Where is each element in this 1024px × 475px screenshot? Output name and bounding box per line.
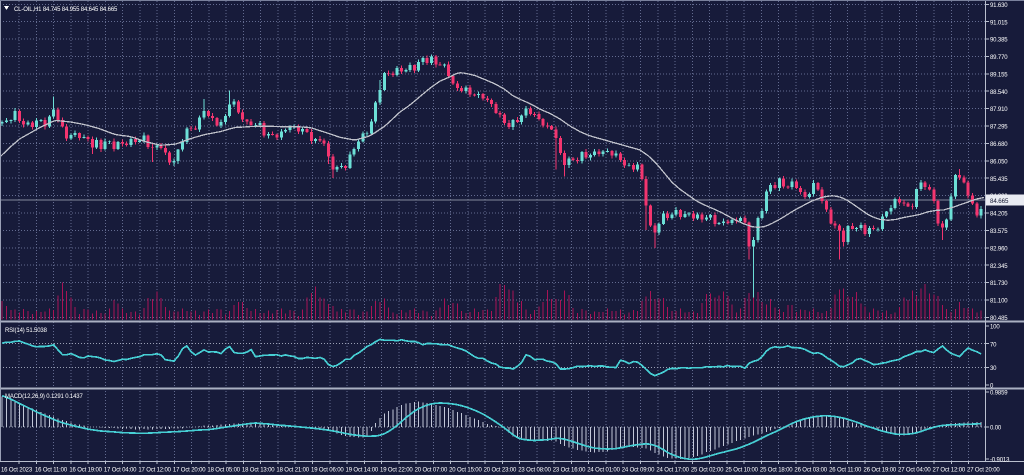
svg-text:18 Oct 05:00: 18 Oct 05:00 — [207, 468, 240, 474]
svg-text:23 Oct 08:00: 23 Oct 08:00 — [518, 468, 551, 474]
svg-text:87.295: 87.295 — [990, 125, 1008, 131]
svg-text:84.205: 84.205 — [990, 212, 1008, 218]
svg-text:90.385: 90.385 — [990, 38, 1008, 44]
svg-text:19 Oct 14:00: 19 Oct 14:00 — [346, 468, 379, 474]
svg-text:24 Oct 01:00: 24 Oct 01:00 — [587, 468, 620, 474]
svg-text:24 Oct 09:00: 24 Oct 09:00 — [622, 468, 655, 474]
svg-text:81.100: 81.100 — [990, 299, 1008, 305]
svg-text:16 Oct 2023: 16 Oct 2023 — [1, 468, 33, 474]
svg-text:70: 70 — [990, 342, 997, 348]
svg-text:16 Oct 11:00: 16 Oct 11:00 — [35, 468, 68, 474]
svg-text:86.680: 86.680 — [990, 142, 1008, 148]
svg-text:19 Oct 22:00: 19 Oct 22:00 — [380, 468, 413, 474]
svg-text:16 Oct 19:00: 16 Oct 19:00 — [69, 468, 102, 474]
svg-text:17 Oct 04:00: 17 Oct 04:00 — [104, 468, 137, 474]
svg-text:MACD(12,26,9) 0.1291 0.1437: MACD(12,26,9) 0.1291 0.1437 — [5, 394, 83, 400]
svg-text:CL-OIL,H1 84.745 84.955 84.645: CL-OIL,H1 84.745 84.955 84.645 84.665 — [14, 7, 118, 13]
svg-text:89.155: 89.155 — [990, 73, 1008, 79]
svg-text:91.015: 91.015 — [990, 20, 1008, 26]
svg-text:20 Oct 23:00: 20 Oct 23:00 — [484, 468, 517, 474]
svg-text:85.435: 85.435 — [990, 177, 1008, 183]
svg-text:27 Oct 12:00: 27 Oct 12:00 — [933, 468, 966, 474]
svg-text:19 Oct 06:00: 19 Oct 06:00 — [311, 468, 344, 474]
svg-text:17 Oct 12:00: 17 Oct 12:00 — [138, 468, 171, 474]
svg-text:17 Oct 20:00: 17 Oct 20:00 — [173, 468, 206, 474]
svg-text:0: 0 — [990, 384, 994, 390]
svg-text:84.665: 84.665 — [990, 198, 1009, 205]
svg-text:89.770: 89.770 — [990, 55, 1008, 61]
svg-text:88.540: 88.540 — [990, 90, 1008, 96]
svg-text:0.00: 0.00 — [990, 426, 1002, 432]
svg-text:27 Oct 04:00: 27 Oct 04:00 — [898, 468, 931, 474]
svg-text:30: 30 — [990, 366, 997, 372]
svg-text:82.345: 82.345 — [990, 264, 1008, 270]
svg-text:23 Oct 16:00: 23 Oct 16:00 — [553, 468, 586, 474]
svg-text:0.9859: 0.9859 — [990, 391, 1008, 397]
svg-text:27 Oct 20:00: 27 Oct 20:00 — [967, 468, 1000, 474]
svg-text:83.575: 83.575 — [990, 229, 1008, 235]
svg-text:26 Oct 19:00: 26 Oct 19:00 — [864, 468, 897, 474]
svg-text:26 Oct 03:00: 26 Oct 03:00 — [794, 468, 827, 474]
svg-text:91.630: 91.630 — [990, 3, 1008, 9]
svg-text:26 Oct 11:00: 26 Oct 11:00 — [829, 468, 862, 474]
svg-text:RSI(14) 51.5038: RSI(14) 51.5038 — [5, 328, 48, 334]
svg-text:86.050: 86.050 — [990, 159, 1008, 165]
svg-text:100: 100 — [990, 325, 1000, 331]
svg-text:87.910: 87.910 — [990, 107, 1008, 113]
svg-text:25 Oct 02:00: 25 Oct 02:00 — [691, 468, 724, 474]
svg-text:25 Oct 10:00: 25 Oct 10:00 — [725, 468, 758, 474]
svg-text:25 Oct 18:00: 25 Oct 18:00 — [760, 468, 793, 474]
svg-text:20 Oct 07:00: 20 Oct 07:00 — [415, 468, 448, 474]
svg-text:82.960: 82.960 — [990, 246, 1008, 252]
svg-text:20 Oct 15:00: 20 Oct 15:00 — [449, 468, 482, 474]
svg-text:81.730: 81.730 — [990, 281, 1008, 287]
svg-text:18 Oct 13:00: 18 Oct 13:00 — [242, 468, 275, 474]
svg-text:80.485: 80.485 — [990, 316, 1008, 322]
svg-text:24 Oct 17:00: 24 Oct 17:00 — [656, 468, 689, 474]
svg-text:18 Oct 21:00: 18 Oct 21:00 — [276, 468, 309, 474]
svg-text:-0.9013: -0.9013 — [990, 458, 1010, 464]
